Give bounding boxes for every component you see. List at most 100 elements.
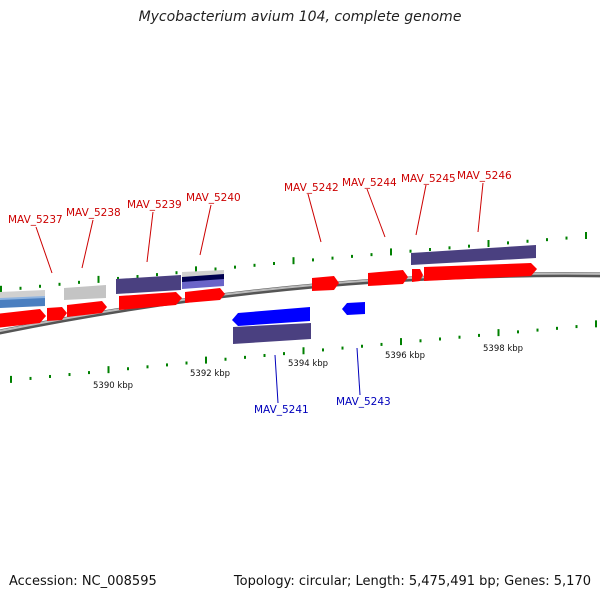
- feature-bar: [116, 275, 181, 294]
- kbp-label: 5390 kbp: [93, 381, 133, 391]
- tick-mark: [273, 261, 275, 265]
- reverse-gene-arrow[interactable]: [342, 302, 365, 315]
- tick-mark: [341, 346, 344, 350]
- tick-mark: [517, 330, 519, 334]
- tick-mark: [156, 273, 158, 277]
- kbp-label: 5394 kbp: [288, 359, 328, 369]
- tick-mark: [390, 248, 392, 256]
- tick-mark: [117, 276, 119, 280]
- gene-label[interactable]: MAV_5238: [66, 207, 121, 219]
- outer-ticks: [0, 231, 587, 293]
- tick-mark: [585, 231, 587, 239]
- tick-mark: [468, 244, 470, 248]
- feature-bar: [233, 323, 311, 344]
- tick-mark: [409, 249, 412, 253]
- forward-gene-arrow[interactable]: [424, 263, 537, 281]
- kbp-label: 5398 kbp: [483, 344, 523, 354]
- tick-mark: [205, 356, 207, 364]
- tick-mark: [487, 240, 490, 248]
- forward-gene-arrow[interactable]: [0, 309, 46, 328]
- tick-mark: [88, 371, 90, 375]
- genome-summary: Topology: circular; Length: 5,475,491 bp…: [233, 574, 591, 589]
- tick-mark: [526, 239, 529, 243]
- tick-mark: [595, 320, 597, 328]
- tick-mark: [0, 285, 2, 293]
- gene-label[interactable]: MAV_5237: [8, 214, 63, 226]
- reverse-gene-arrow[interactable]: [232, 307, 310, 326]
- inner-ticks: [10, 320, 597, 383]
- tick-mark: [195, 266, 197, 274]
- tick-mark: [478, 333, 480, 337]
- tick-mark: [263, 353, 266, 357]
- tick-mark: [439, 337, 441, 341]
- tick-mark: [253, 263, 256, 267]
- tick-mark: [565, 236, 568, 240]
- tick-mark: [546, 238, 548, 242]
- tick-mark: [127, 367, 129, 371]
- tick-mark: [419, 339, 422, 343]
- forward-gene-arrow[interactable]: [119, 292, 182, 310]
- forward-gene-arrow[interactable]: [312, 276, 339, 291]
- kbp-label: 5396 kbp: [385, 351, 425, 361]
- tick-mark: [185, 361, 188, 365]
- kbp-label: 5392 kbp: [190, 369, 230, 379]
- gene-label[interactable]: MAV_5242: [284, 182, 339, 194]
- forward-genes: [0, 263, 537, 328]
- tick-mark: [448, 246, 451, 250]
- tick-mark: [214, 267, 217, 271]
- tick-mark: [97, 275, 100, 283]
- tick-mark: [175, 271, 178, 275]
- forward-gene-arrow[interactable]: [47, 307, 67, 321]
- tick-mark: [68, 373, 71, 377]
- tick-mark: [497, 329, 500, 337]
- leader-lines: [35, 182, 484, 404]
- forward-gene-arrow[interactable]: [368, 270, 408, 286]
- gene-label[interactable]: MAV_5245: [401, 173, 456, 185]
- tick-mark: [29, 376, 32, 380]
- gene-label[interactable]: MAV_5243: [336, 396, 391, 408]
- gene-label[interactable]: MAV_5241: [254, 404, 309, 416]
- tick-mark: [166, 363, 168, 367]
- feature-bar: [64, 285, 106, 300]
- gene-label[interactable]: MAV_5240: [186, 192, 241, 204]
- tick-mark: [244, 355, 246, 359]
- tick-mark: [146, 365, 149, 369]
- forward-gene-arrow[interactable]: [185, 288, 225, 303]
- tick-mark: [331, 256, 334, 260]
- forward-gene-arrow[interactable]: [67, 301, 107, 317]
- gene-label[interactable]: MAV_5244: [342, 177, 397, 189]
- tick-mark: [224, 357, 227, 361]
- feature-bar: [411, 245, 536, 265]
- tick-mark: [292, 257, 295, 265]
- tick-mark: [322, 348, 324, 352]
- tick-mark: [458, 335, 461, 339]
- tick-mark: [536, 328, 539, 332]
- tick-mark: [556, 326, 558, 330]
- feature-bar: [0, 290, 45, 298]
- gene-label[interactable]: MAV_5239: [127, 199, 182, 211]
- tick-mark: [370, 253, 373, 257]
- tick-mark: [302, 347, 305, 355]
- tick-mark: [10, 375, 12, 383]
- tick-mark: [19, 286, 22, 290]
- tick-mark: [312, 258, 314, 262]
- genome-title: Mycobacterium avium 104, complete genome: [138, 9, 462, 25]
- tick-mark: [283, 352, 285, 356]
- tick-mark: [351, 254, 353, 258]
- tick-mark: [429, 248, 431, 252]
- accession-label: Accession: NC_008595: [9, 574, 157, 589]
- tick-mark: [361, 344, 363, 348]
- feature-bar: [0, 298, 45, 308]
- tick-mark: [507, 241, 509, 245]
- tick-mark: [39, 284, 41, 288]
- forward-gene-arrow[interactable]: [412, 269, 423, 282]
- gene-label[interactable]: MAV_5246: [457, 170, 512, 182]
- tick-mark: [58, 282, 61, 286]
- tick-mark: [380, 342, 383, 346]
- reverse-genes: [232, 302, 365, 326]
- tick-mark: [400, 338, 402, 346]
- tick-mark: [575, 325, 578, 329]
- tick-mark: [107, 366, 110, 374]
- tick-mark: [234, 265, 236, 269]
